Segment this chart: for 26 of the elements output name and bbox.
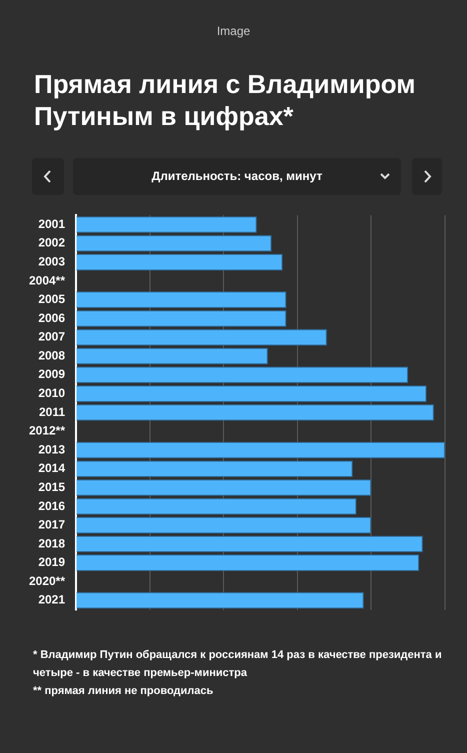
y-tick-label: 2020** <box>28 574 66 588</box>
y-tick-label: 2006 <box>38 310 66 325</box>
y-tick-label: 2019 <box>38 555 66 570</box>
y-tick-label: 2007 <box>38 330 66 344</box>
y-tick-label: 2001 <box>38 216 66 231</box>
y-tick-label: 2004** <box>28 273 66 288</box>
chart-title: Прямая линия с Владимиром Путиным в цифрах* <box>34 68 417 132</box>
y-tick-label: 2011 <box>38 404 66 419</box>
y-tick-label: 2017 <box>38 518 66 532</box>
chart-subtitle: Длительность: часов, минут <box>73 158 401 195</box>
text: * Владимир Путин обращался к россиянам 14 раз в качестве президента и четыре - в качестве премьер-министра <box>33 648 443 681</box>
y-tick-label: 2012** <box>28 424 66 438</box>
y-tick-label: 2015 <box>38 480 66 494</box>
y-tick-label: 2021 <box>38 592 66 607</box>
text: ** прямая линия не проводилась <box>33 684 214 699</box>
y-tick-label: 2002 <box>38 236 66 250</box>
y-tick-label: 2014 <box>38 461 66 476</box>
y-tick-label: 2013 <box>38 442 66 456</box>
y-tick-label: 2005 <box>38 292 66 306</box>
text: Image <box>216 24 252 38</box>
y-tick-label: 2008 <box>38 348 66 362</box>
y-tick-label: 2018 <box>38 536 66 550</box>
y-tick-label: 2009 <box>38 367 66 382</box>
y-tick-label: 2016 <box>38 498 66 513</box>
y-tick-label: 2003 <box>38 254 66 268</box>
y-tick-label: 2010 <box>38 386 66 400</box>
